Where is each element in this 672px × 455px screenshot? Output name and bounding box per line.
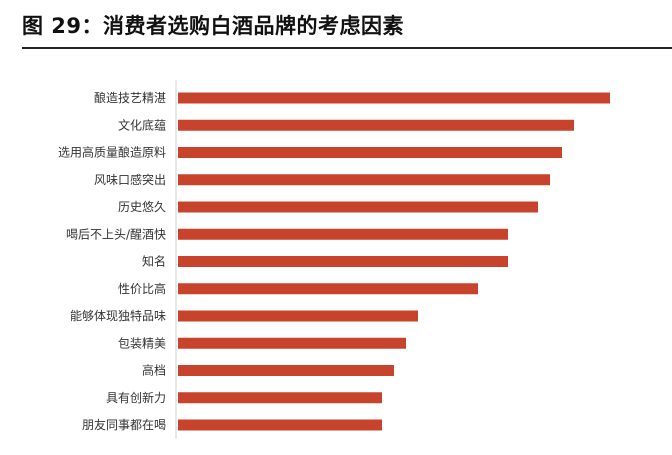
category-labels: 酿造技艺精湛文化底蕴选用高质量酿造原料风味口感突出历史悠久喝后不上头/醒酒快知名… [58, 90, 166, 432]
category-label-1: 文化底蕴 [118, 117, 166, 132]
bar-11 [178, 392, 382, 404]
category-label-7: 性价比高 [118, 281, 166, 296]
category-label-0: 酿造技艺精湛 [94, 90, 166, 105]
bar-3 [178, 174, 550, 186]
category-label-4: 历史悠久 [118, 199, 166, 214]
page-title: 图 29：消费者选购白酒品牌的考虑因素 [22, 14, 405, 38]
bar-9 [178, 337, 406, 349]
title-divider [22, 47, 672, 49]
bar-7 [178, 283, 478, 295]
category-label-2: 选用高质量酿造原料 [58, 145, 166, 160]
bar-8 [178, 310, 418, 322]
bar-5 [178, 228, 508, 240]
bar-1 [178, 119, 574, 131]
bar-series [178, 92, 610, 431]
category-label-10: 高档 [142, 363, 166, 378]
bar-12 [178, 419, 382, 431]
bar-4 [178, 201, 538, 213]
category-label-12: 朋友同事都在喝 [82, 418, 166, 432]
category-label-8: 能够体现独特品味 [70, 308, 166, 323]
bar-6 [178, 256, 508, 267]
bar-2 [178, 147, 562, 158]
category-label-9: 包装精美 [118, 336, 166, 350]
bar-10 [178, 365, 394, 376]
category-label-6: 知名 [142, 254, 166, 269]
category-label-5: 喝后不上头/醒酒快 [66, 227, 166, 241]
bar-0 [178, 92, 610, 104]
category-label-3: 风味口感突出 [94, 172, 166, 187]
category-label-11: 具有创新力 [106, 390, 166, 405]
